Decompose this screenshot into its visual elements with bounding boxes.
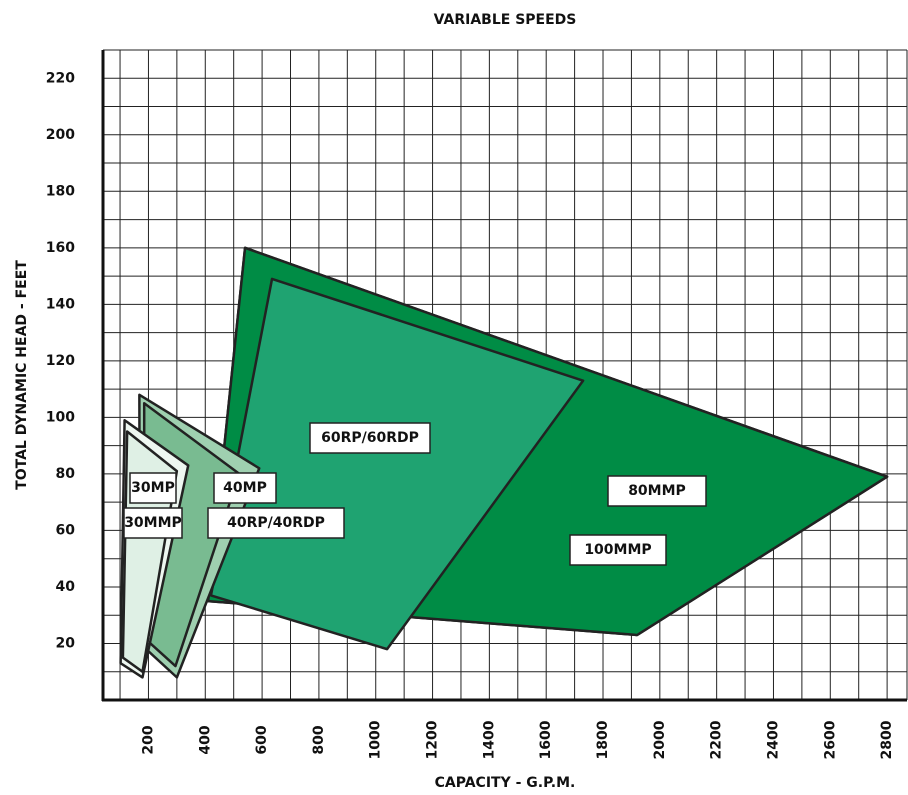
y-axis-label: TOTAL DYNAMIC HEAD - FEET	[14, 260, 30, 490]
x-tick-label: 200	[140, 725, 156, 754]
region-label: 100MMP	[584, 542, 651, 558]
x-tick-label: 400	[197, 725, 213, 754]
x-tick-label: 2200	[709, 720, 725, 759]
label-box	[123, 507, 183, 539]
region-label: 80MMP	[628, 483, 686, 499]
label-box	[607, 475, 707, 507]
label-box	[207, 507, 345, 539]
y-tick-label: 120	[46, 353, 75, 369]
x-tick-label: 1400	[481, 720, 497, 759]
region-label: 40RP/40RDP	[227, 515, 325, 531]
y-tick-label: 220	[46, 70, 75, 86]
x-axis-label: CAPACITY - G.P.M.	[435, 775, 576, 791]
region-label: 40MP	[223, 480, 267, 496]
y-tick-label: 80	[56, 466, 76, 482]
y-tick-label: 20	[56, 635, 76, 651]
label-box	[309, 422, 431, 454]
region-label: 30MP	[131, 480, 175, 496]
x-tick-label: 800	[311, 725, 327, 754]
x-tick-label: 2400	[765, 720, 781, 759]
x-tick-label: 2000	[652, 720, 668, 759]
y-tick-label: 160	[46, 240, 75, 256]
y-tick-label: 140	[46, 296, 75, 312]
y-tick-label: 100	[46, 409, 75, 425]
y-tick-label: 200	[46, 127, 75, 143]
y-tick-label: 60	[56, 522, 76, 538]
x-tick-label: 1000	[368, 720, 384, 759]
x-tick-label: 2600	[822, 720, 838, 759]
chart-title: VARIABLE SPEEDS	[434, 12, 577, 28]
label-box	[129, 472, 177, 504]
label-box	[569, 534, 667, 566]
label-box	[213, 472, 277, 504]
x-tick-label: 2800	[879, 720, 895, 759]
y-tick-label: 40	[56, 579, 76, 595]
y-tick-label: 180	[46, 183, 75, 199]
x-tick-label: 1800	[595, 720, 611, 759]
x-tick-label: 1200	[425, 720, 441, 759]
region-label: 60RP/60RDP	[321, 430, 419, 446]
x-tick-label: 1600	[538, 720, 554, 759]
region-label: 30MMP	[124, 515, 182, 531]
x-tick-label: 600	[254, 725, 270, 754]
